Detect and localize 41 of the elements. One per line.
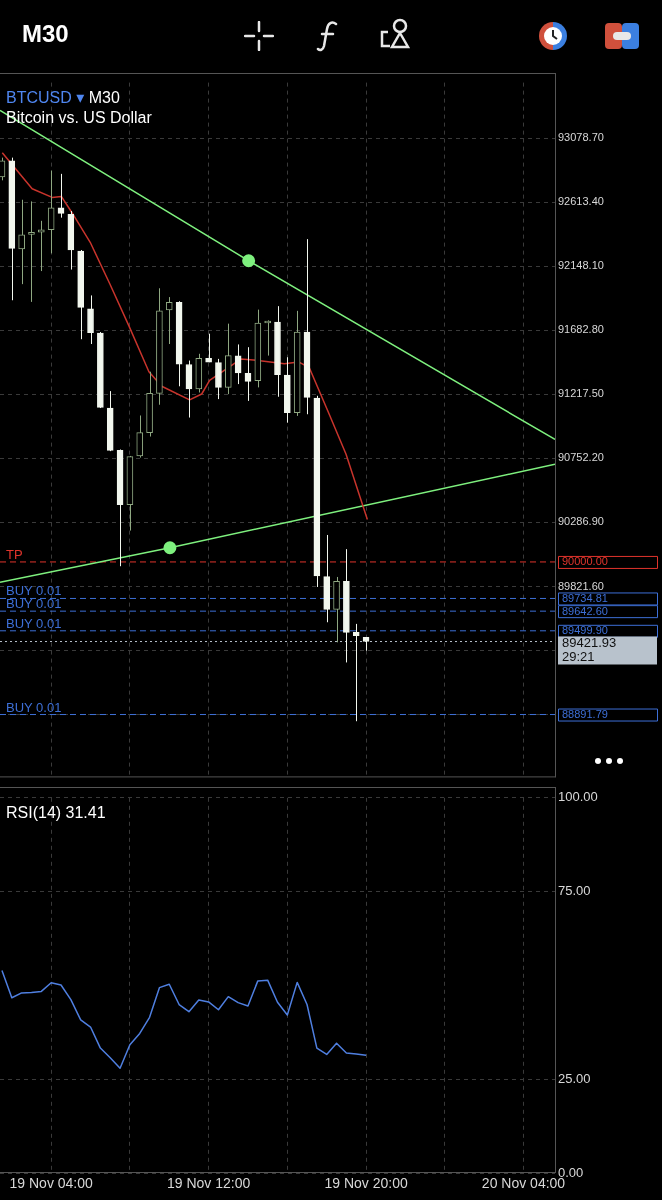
candlestick <box>38 220 45 272</box>
chart-title: RSI(14) 31.41 <box>6 803 106 821</box>
annotation: BUY 0.01 <box>6 699 62 715</box>
ref-line-label: 89499.90 <box>562 624 608 637</box>
y-tick-label: 100.00 <box>558 789 598 805</box>
annotation: BUY 0.01 <box>6 583 62 599</box>
ref-line-label: 89642.60 <box>562 604 608 617</box>
annotation: TP <box>6 546 23 562</box>
y-tick-label: 93078.70 <box>558 131 604 144</box>
y-tick-label: 92613.40 <box>558 195 604 208</box>
text: 29:21 <box>562 649 595 665</box>
candlestick <box>136 414 144 459</box>
text: M30 <box>22 20 69 48</box>
candlestick <box>215 358 222 400</box>
candlestick <box>18 199 25 285</box>
candlestick <box>165 296 173 345</box>
y-tick-label: 90286.90 <box>558 515 604 528</box>
candlestick <box>244 346 252 402</box>
text: Bitcoin vs. US Dollar <box>6 108 153 126</box>
candlestick <box>87 294 94 345</box>
ref-line-label: 89421.93 <box>562 635 617 651</box>
ref-line-label: 90000.00 <box>562 555 608 568</box>
x-tick-label: 19 Nov 04:00 <box>9 1175 94 1192</box>
y-tick-label: 91682.80 <box>558 323 604 336</box>
annotation: BUY 0.01 <box>6 615 62 631</box>
y-tick-label: 91217.50 <box>558 387 604 400</box>
candlestick <box>28 200 35 303</box>
x-tick-label: 19 Nov 20:00 <box>324 1175 408 1192</box>
candlestick <box>352 623 360 722</box>
candlestick <box>205 333 212 363</box>
candlestick <box>47 170 55 254</box>
y-tick-label: 92148.10 <box>558 259 604 272</box>
ref-line-label: 89734.81 <box>562 591 608 604</box>
y-tick-label: 89821.60 <box>558 579 604 592</box>
chart-title: BTCUSD ▾ M30 <box>6 88 120 106</box>
ref-line-label: 88891.79 <box>562 708 608 721</box>
y-tick-label: 75.00 <box>558 883 591 899</box>
y-tick-label: 90752.20 <box>558 451 604 464</box>
y-tick-label: 25.00 <box>558 1070 591 1086</box>
x-tick-label: 19 Nov 12:00 <box>166 1175 251 1192</box>
annotation: BUY 0.01 <box>6 596 62 612</box>
